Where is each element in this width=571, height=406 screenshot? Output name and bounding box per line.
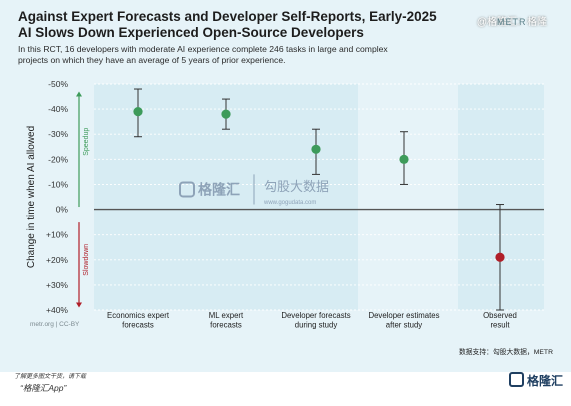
data-point bbox=[495, 252, 505, 262]
y-tick-label: -30% bbox=[48, 129, 68, 139]
speedup-label: Speedup bbox=[83, 128, 90, 156]
x-category-label: forecasts bbox=[122, 321, 154, 330]
metr-logo: METR bbox=[497, 17, 527, 27]
y-tick-label: +40% bbox=[46, 305, 68, 315]
chart-subtitle-line1: In this RCT, 16 developers with moderate… bbox=[18, 44, 388, 54]
chart-subtitle-line2: projects on which they have an average o… bbox=[18, 55, 286, 65]
y-tick-label: -40% bbox=[48, 104, 68, 114]
chart-title-line1: Against Expert Forecasts and Developer S… bbox=[18, 9, 437, 24]
credit-text: metr.org | CC-BY bbox=[30, 321, 80, 328]
y-tick-label: -50% bbox=[48, 79, 68, 89]
data-point bbox=[133, 107, 143, 117]
slowdown-label: Slowdown bbox=[83, 244, 90, 276]
chart-svg: -50% -40% -30% -20% -10% 0% +10% +20% +30% +40% Ch… bbox=[26, 79, 544, 330]
app-promo-line2: “格隆汇App” bbox=[20, 383, 67, 393]
x-category-label: Economics expert bbox=[107, 311, 170, 320]
y-tick-label: +10% bbox=[46, 230, 68, 240]
x-category-label: Developer estimates bbox=[368, 311, 439, 320]
watermark-logo-icon bbox=[179, 181, 195, 198]
x-category-label: ML expert bbox=[209, 311, 244, 320]
y-tick-label: +20% bbox=[46, 255, 68, 265]
y-tick-label: -20% bbox=[48, 154, 68, 164]
y-axis-label: Change in time when AI allowed bbox=[26, 126, 37, 268]
watermark-brand: 勾股大数据 bbox=[264, 179, 329, 194]
data-point bbox=[311, 144, 321, 154]
speedup-arrow-head bbox=[76, 91, 82, 97]
x-category-label: result bbox=[490, 321, 510, 330]
x-category-label: forecasts bbox=[210, 321, 242, 330]
brand-logo-icon bbox=[508, 372, 524, 387]
x-category-label: during study bbox=[295, 321, 338, 330]
brand-logo: 格隆汇 bbox=[508, 372, 563, 389]
watermark-logo-text: 格隆汇 bbox=[198, 181, 240, 197]
slowdown-arrow-head bbox=[76, 302, 82, 308]
x-category-label: Observed bbox=[483, 311, 517, 320]
data-source-text: 数据支持：勾股大数据，METR bbox=[458, 349, 553, 356]
y-tick-label: -10% bbox=[48, 179, 68, 189]
chart-title-line2: AI Slows Down Experienced Open-Source De… bbox=[18, 25, 364, 40]
x-category-label: Developer forecasts bbox=[281, 311, 350, 320]
plot-panel-observed bbox=[458, 84, 544, 310]
watermark-top: @格隆汇：格隆 bbox=[476, 17, 547, 28]
data-point bbox=[399, 154, 409, 164]
x-category-label: after study bbox=[386, 321, 423, 330]
watermark-url: www.gogudata.com bbox=[263, 200, 316, 206]
y-tick-label: 0% bbox=[56, 205, 69, 215]
brand-logo-text: 格隆汇 bbox=[526, 374, 563, 388]
app-promo-line1: 了解更多图文干货，请下载 bbox=[14, 374, 87, 380]
y-tick-label: +30% bbox=[46, 280, 68, 290]
data-point bbox=[221, 109, 231, 119]
